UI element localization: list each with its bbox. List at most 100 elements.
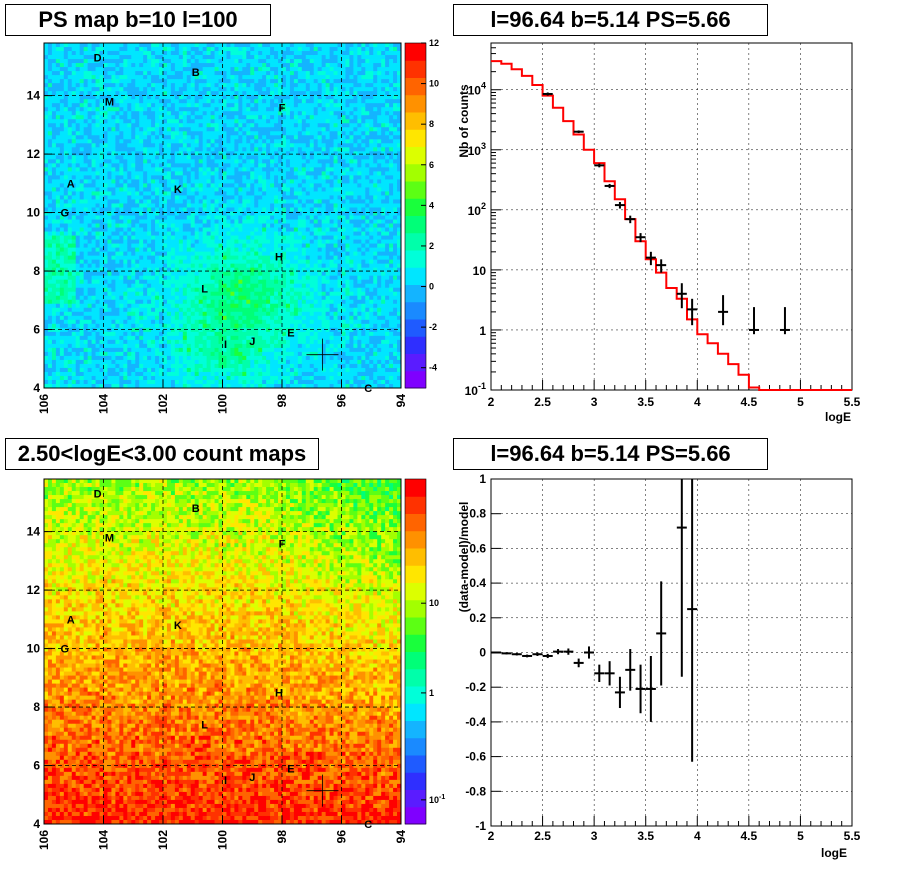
x-tick-label: 94 — [394, 830, 408, 844]
x-tick-label: 106 — [37, 394, 51, 414]
source-marker-j: J — [249, 336, 255, 348]
colorbar-tick-label: 10 — [429, 598, 439, 608]
y-tick-label: 12 — [27, 583, 41, 597]
x-tick-label: 100 — [216, 394, 230, 414]
y-axis-label: Nb of counts — [457, 84, 471, 158]
y-tick-label: -0.4 — [465, 715, 486, 729]
source-marker-e: E — [287, 327, 294, 339]
y-tick-label: 4 — [33, 381, 40, 395]
residual-point — [522, 655, 532, 658]
x-tick-label: 96 — [335, 830, 349, 844]
source-marker-e: E — [287, 763, 294, 775]
y-tick-label: 6 — [33, 323, 40, 337]
source-marker-k: K — [174, 620, 182, 632]
colorbar-tick-label: 10-1 — [429, 794, 445, 805]
colorbar-tick-label: -2 — [429, 322, 437, 332]
x-tick-label: 4.5 — [741, 829, 758, 843]
x-tick-label: 3 — [591, 395, 598, 409]
y-tick-label: 4 — [33, 817, 40, 831]
x-tick-label: 5 — [797, 395, 804, 409]
source-marker-k: K — [174, 184, 182, 196]
x-tick-label: 104 — [97, 394, 111, 414]
source-marker-h: H — [275, 251, 283, 263]
residual-point — [501, 652, 511, 654]
colorbar-tick-label: 12 — [429, 38, 439, 48]
colorbar-tick-label: 0 — [429, 282, 434, 292]
x-tick-label: 4 — [694, 395, 701, 409]
x-tick-label: 4 — [694, 829, 701, 843]
colorbar-tick-label: -4 — [429, 363, 437, 373]
y-tick-label: 10 — [27, 206, 41, 220]
colorbar-tick-label: 8 — [429, 119, 434, 129]
x-tick-label: 3 — [591, 829, 598, 843]
colorbar: 10 1 10-1 — [405, 479, 445, 825]
source-marker-d: D — [94, 489, 102, 501]
residual-point — [512, 653, 522, 655]
x-tick-label: 94 — [394, 394, 408, 408]
x-tick-label: 102 — [156, 830, 170, 850]
y-tick-label: 102 — [468, 201, 486, 218]
x-tick-label: 3.5 — [637, 829, 654, 843]
source-marker-h: H — [275, 687, 283, 699]
y-tick-label: 0.6 — [469, 541, 486, 555]
colorbar-tick-label: 1 — [429, 688, 434, 698]
x-axis-label: logE — [825, 410, 851, 424]
y-tick-label: 0 — [479, 646, 486, 660]
y-tick-label: 10 — [473, 264, 487, 278]
x-tick-label: 102 — [156, 394, 170, 414]
y-tick-label: -0.2 — [465, 680, 486, 694]
y-tick-label: 0.4 — [469, 576, 486, 590]
x-tick-label: 2 — [488, 395, 495, 409]
x-tick-label: 100 — [216, 830, 230, 850]
x-tick-label: 2.5 — [534, 829, 551, 843]
x-tick-label: 98 — [275, 394, 289, 408]
x-tick-label: 5 — [797, 829, 804, 843]
x-tick-label: 3.5 — [637, 395, 654, 409]
x-tick-label: 2.5 — [534, 395, 551, 409]
source-marker-g: G — [61, 644, 70, 656]
y-axis-label: (data-model)/model — [457, 502, 471, 613]
x-tick-label: 4.5 — [741, 395, 758, 409]
y-tick-label: 6 — [33, 759, 40, 773]
source-marker-l: L — [201, 720, 208, 732]
source-marker-f: F — [279, 102, 286, 114]
x-tick-label: 96 — [335, 394, 349, 408]
source-marker-f: F — [279, 538, 286, 550]
x-tick-label: 104 — [97, 830, 111, 850]
y-tick-label: -0.8 — [465, 784, 486, 798]
y-tick-label: 12 — [27, 147, 41, 161]
colorbar-tick-label: 10 — [429, 79, 439, 89]
source-marker-c: C — [364, 819, 372, 831]
source-marker-c: C — [364, 383, 372, 395]
source-marker-j: J — [249, 772, 255, 784]
x-tick-label: 5.5 — [844, 829, 861, 843]
source-marker-d: D — [94, 53, 102, 65]
source-marker-a: A — [67, 614, 75, 626]
x-tick-label: 98 — [275, 830, 289, 844]
y-tick-label: 1 — [479, 472, 486, 486]
source-marker-m: M — [105, 532, 114, 544]
y-tick-label: 1 — [479, 324, 486, 338]
y-tick-label: 0.2 — [469, 611, 486, 625]
y-tick-label: 8 — [33, 700, 40, 714]
data-point — [574, 130, 584, 133]
residual-plot: 2 2.5 3 3.5 4 4.5 5 5.5-1-0.8-0.6-0.4-0.200.20.… — [457, 472, 861, 860]
source-marker-g: G — [61, 208, 70, 220]
y-tick-label: 14 — [27, 525, 41, 539]
x-tick-label: 106 — [37, 830, 51, 850]
source-marker-a: A — [67, 178, 75, 190]
x-axis-label: logE — [821, 846, 847, 860]
source-marker-i: I — [224, 775, 227, 787]
colorbar-tick-label: 6 — [429, 160, 434, 170]
source-marker-l: L — [201, 284, 208, 296]
y-tick-label: -1 — [475, 819, 486, 833]
source-marker-m: M — [105, 96, 114, 108]
y-tick-label: 14 — [27, 89, 41, 103]
source-marker-b: B — [192, 503, 200, 515]
y-tick-label: 10-1 — [465, 381, 486, 398]
source-marker-b: B — [192, 67, 200, 79]
y-tick-label: 8 — [33, 264, 40, 278]
